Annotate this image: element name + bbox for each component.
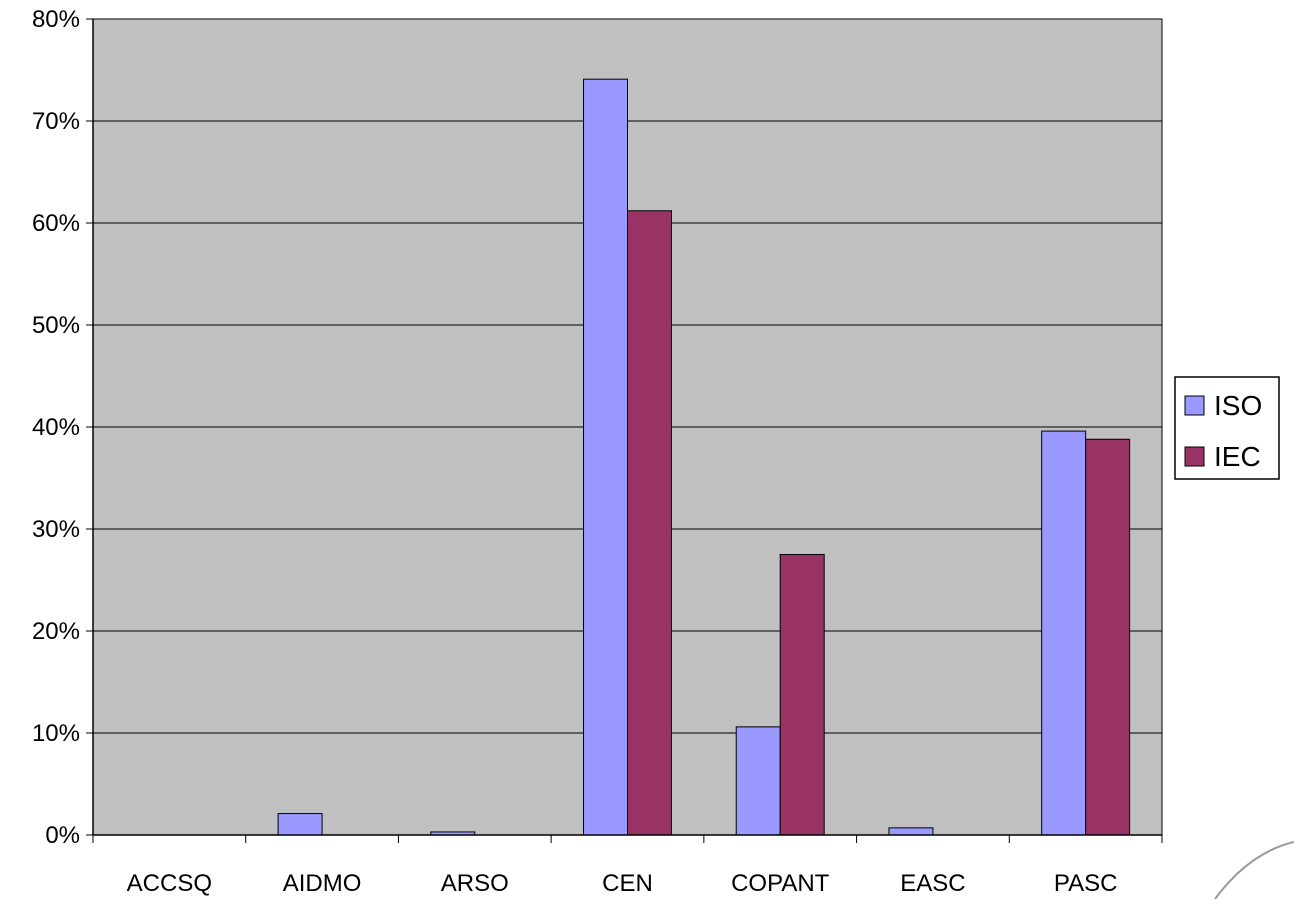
bar-iso-cen <box>583 78 629 836</box>
x-category-labels: ACCSQ AIDMO ARSO CEN COPANT EASC PASC <box>127 870 1118 897</box>
y-tick-label: 70% <box>32 108 80 135</box>
bar-iec-pasc <box>1085 438 1131 836</box>
bars <box>277 78 1131 836</box>
legend-swatch-iso <box>1184 395 1205 416</box>
bar-iec-cen <box>627 210 672 836</box>
decorative-curve <box>1214 841 1294 899</box>
bar-iso-aidmo <box>277 813 323 836</box>
x-category-label: CEN <box>602 870 653 897</box>
x-category-label: COPANT <box>731 870 830 897</box>
legend-label-iec: IEC <box>1214 441 1261 472</box>
y-tick-label: 80% <box>32 6 80 33</box>
x-category-label: PASC <box>1054 870 1118 897</box>
y-tick-label: 40% <box>32 414 80 441</box>
x-category-label: ACCSQ <box>127 870 212 897</box>
legend-swatch-iec <box>1184 446 1205 467</box>
bar-iso-copant <box>735 726 781 836</box>
bar-iso-easc <box>888 827 934 836</box>
axes <box>86 18 1163 843</box>
y-tick-label: 50% <box>32 312 80 339</box>
y-tick-label: 60% <box>32 210 80 237</box>
bar-iec-copant <box>779 554 825 836</box>
y-tick-label: 10% <box>32 720 80 747</box>
x-category-label: ARSO <box>441 870 509 897</box>
x-category-label: AIDMO <box>283 870 362 897</box>
legend-label-iso: ISO <box>1214 390 1262 421</box>
x-category-label: EASC <box>900 870 965 897</box>
legend: ISO IEC <box>1174 376 1280 480</box>
y-tick-label: 20% <box>32 618 80 645</box>
y-tick-label: 0% <box>45 822 80 849</box>
y-tick-label: 30% <box>32 516 80 543</box>
bar-iso-pasc <box>1041 430 1087 836</box>
y-tick-labels: 0% 10% 20% 30% 40% 50% 60% 70% 80% <box>32 6 80 849</box>
